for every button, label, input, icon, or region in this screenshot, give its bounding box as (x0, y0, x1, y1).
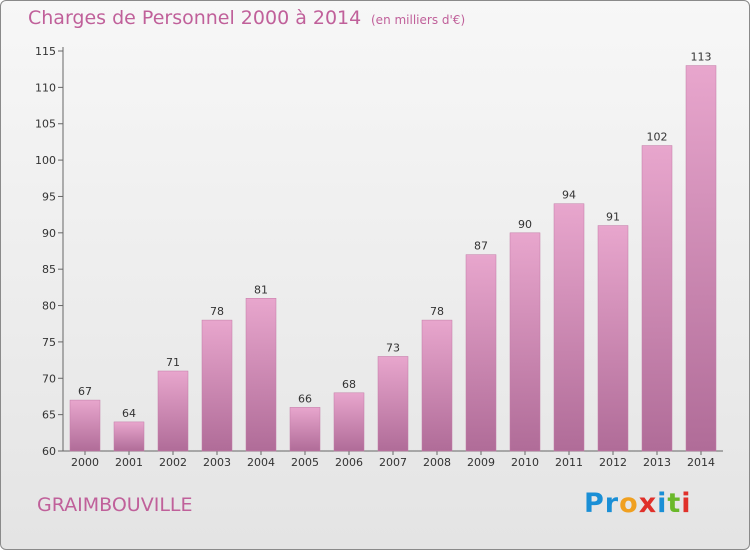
logo-letter: P (584, 488, 605, 519)
bar (157, 370, 189, 452)
y-tick-label: 75 (42, 336, 56, 349)
x-tick-label: 2001 (115, 456, 143, 469)
town-name: GRAIMBOUVILLE (37, 494, 193, 516)
bar (597, 225, 629, 452)
x-tick-label: 2010 (511, 456, 539, 469)
bar (245, 298, 277, 452)
logo-letter: i (657, 488, 668, 519)
x-tick-label: 2003 (203, 456, 231, 469)
x-tick-label: 2006 (335, 456, 363, 469)
y-tick-label: 60 (42, 445, 56, 458)
bar-value-label: 90 (518, 218, 532, 231)
y-tick-label: 90 (42, 227, 56, 240)
bar (641, 145, 673, 452)
bar (377, 356, 409, 452)
y-tick-label: 110 (35, 81, 56, 94)
bar-value-label: 71 (166, 356, 180, 369)
y-tick-label: 115 (35, 45, 56, 58)
bar (509, 232, 541, 452)
bar (201, 319, 233, 452)
y-tick-label: 85 (42, 263, 56, 276)
x-tick-label: 2014 (687, 456, 715, 469)
x-tick-label: 2004 (247, 456, 275, 469)
bar-value-label: 94 (562, 189, 576, 202)
bar-value-label: 67 (78, 385, 92, 398)
bar (113, 421, 145, 452)
y-tick-label: 95 (42, 190, 56, 203)
logo-letter: t (667, 488, 682, 519)
x-tick-label: 2002 (159, 456, 187, 469)
x-tick-label: 2011 (555, 456, 583, 469)
bar-value-label: 113 (691, 51, 712, 64)
logo-letter: r (604, 488, 620, 519)
bar (333, 392, 365, 452)
x-tick-label: 2005 (291, 456, 319, 469)
logo-letter: o (619, 488, 639, 519)
chart-subtitle: (en milliers d'€) (371, 13, 466, 27)
y-tick-label: 70 (42, 372, 56, 385)
x-tick-label: 2012 (599, 456, 627, 469)
x-tick-label: 2000 (71, 456, 99, 469)
x-tick-label: 2009 (467, 456, 495, 469)
bar-value-label: 102 (647, 131, 668, 144)
bar-value-label: 78 (210, 305, 224, 318)
bar-value-label: 64 (122, 407, 136, 420)
logo-letter: x (638, 488, 658, 519)
bar (69, 399, 101, 452)
y-tick-label: 105 (35, 118, 56, 131)
bar (289, 407, 321, 452)
x-tick-label: 2007 (379, 456, 407, 469)
x-tick-label: 2013 (643, 456, 671, 469)
bar-value-label: 91 (606, 211, 620, 224)
bar (465, 254, 497, 452)
bar-value-label: 66 (298, 392, 312, 405)
bar-value-label: 81 (254, 283, 268, 296)
y-tick-label: 65 (42, 409, 56, 422)
proxiti-logo: Proxiti (584, 488, 692, 519)
bar (421, 319, 453, 452)
bar-value-label: 73 (386, 341, 400, 354)
logo-letter: i (681, 488, 692, 519)
bar-value-label: 87 (474, 240, 488, 253)
bar (553, 203, 585, 452)
bar-value-label: 78 (430, 305, 444, 318)
x-tick-label: 2008 (423, 456, 451, 469)
bar (685, 65, 717, 452)
y-tick-label: 80 (42, 300, 56, 313)
chart-title: Charges de Personnel 2000 à 2014 (28, 7, 362, 29)
bar-value-label: 68 (342, 378, 356, 391)
y-tick-label: 100 (35, 154, 56, 167)
